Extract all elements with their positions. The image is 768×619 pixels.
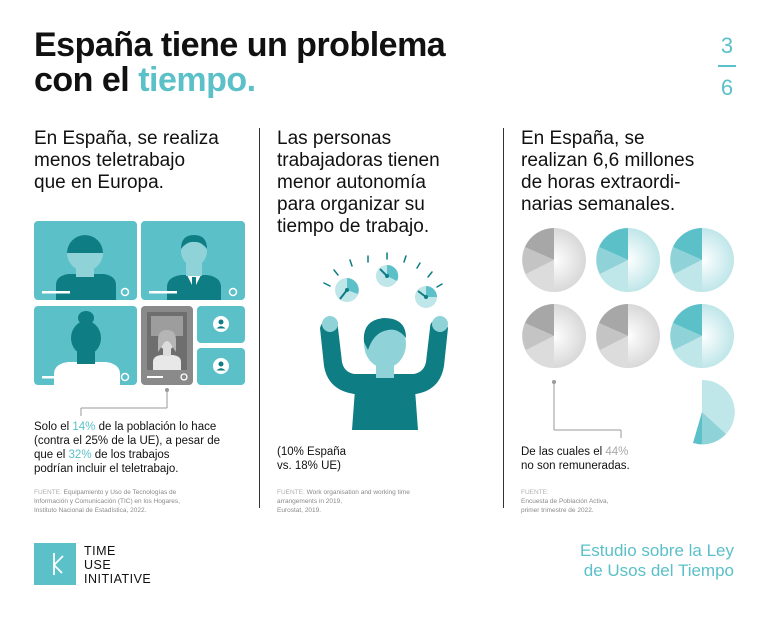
page-current: 3 xyxy=(720,33,734,58)
clock-face-teal-2 xyxy=(670,228,734,292)
clock-ball-3 xyxy=(415,286,437,308)
time-use-initiative-logo xyxy=(34,543,76,585)
study-title: Estudio sobre la Ley de Usos del Tiempo xyxy=(579,541,734,580)
column-1-source: FUENTE: Equipamiento y Uso de Tecnología… xyxy=(34,489,180,514)
title-accent-word: tiempo. xyxy=(138,61,256,99)
title-line-2: con el tiempo. xyxy=(34,61,256,99)
video-tile-small-1 xyxy=(197,306,245,343)
column-3-heading: En España, se realizan 6,6 millones de h… xyxy=(521,128,695,215)
clock-face-grey-3 xyxy=(596,304,660,368)
title-line-1: España tiene un problema xyxy=(34,26,446,64)
column-2-body: (10% España vs. 18% UE) xyxy=(277,446,347,472)
column-1-heading: En España, se realiza menos teletrabajo … xyxy=(34,128,219,193)
clock-face-grey-2 xyxy=(522,304,586,368)
video-tile-person-2 xyxy=(141,221,245,300)
clock-faces-icon xyxy=(522,228,735,445)
video-tile-person-1 xyxy=(34,221,137,300)
column-2-source: FUENTE: Work organisation and working ti… xyxy=(277,489,410,514)
column-divider-1 xyxy=(259,128,260,508)
stat-14-percent: 14% xyxy=(72,421,96,433)
juggling-clocks-icon xyxy=(320,252,448,430)
video-tile-person-4 xyxy=(141,306,193,385)
stat-32-percent: 32% xyxy=(68,449,92,461)
column-2-heading: Las personas trabajadoras tienen menor a… xyxy=(277,128,440,237)
clock-ball-2 xyxy=(376,264,399,287)
column-3-source: FUENTE: Encuesta de Población Activa, pr… xyxy=(521,489,609,514)
callout-line-1 xyxy=(80,388,169,416)
page-title: España tiene un problema con el tiempo. xyxy=(34,26,446,99)
stat-44-percent: 44% xyxy=(605,446,629,458)
clock-face-grey-1 xyxy=(522,228,586,292)
clock-face-teal-3 xyxy=(670,304,734,368)
logo-wordmark: TIME USE INITIATIVE xyxy=(84,544,152,586)
clock-face-teal-1 xyxy=(596,228,660,292)
page-total: 6 xyxy=(720,75,734,100)
column-3-body: De las cuales el 44% no son remuneradas. xyxy=(521,446,630,472)
video-tile-small-2 xyxy=(197,348,245,385)
video-tile-person-3 xyxy=(34,306,137,385)
column-divider-2 xyxy=(503,128,504,508)
clock-ball-1 xyxy=(335,278,359,302)
clock-face-partial xyxy=(693,379,735,445)
page-indicator: 3 6 xyxy=(712,33,742,101)
column-1-body: Solo el 14% de la población lo hace (con… xyxy=(34,421,221,475)
page-divider xyxy=(718,65,736,67)
